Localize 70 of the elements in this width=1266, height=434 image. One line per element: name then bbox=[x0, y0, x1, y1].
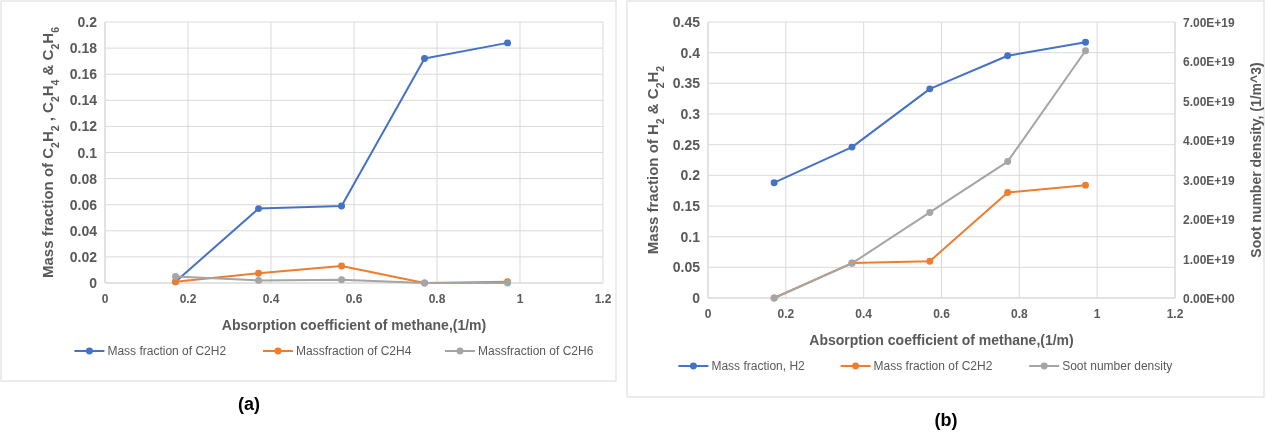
y-tick-label: 0.05 bbox=[672, 259, 701, 276]
point bbox=[926, 257, 934, 265]
y-tick-label: 0.25 bbox=[672, 136, 701, 153]
y-tick-label: 0.14 bbox=[69, 92, 98, 109]
point bbox=[1004, 52, 1012, 60]
y2-tick-label: 4.00E+19 bbox=[1183, 134, 1236, 149]
x-tick-label: 0.8 bbox=[428, 292, 446, 306]
y-tick-label: 0.2 bbox=[680, 167, 701, 184]
legend-label: Mass fraction of C2H2 bbox=[107, 344, 227, 358]
text: (b) bbox=[934, 410, 958, 430]
y-tick-label: 0.02 bbox=[69, 248, 98, 265]
text: (a) bbox=[238, 394, 260, 414]
point bbox=[770, 179, 778, 187]
x-tick-label: 0.6 bbox=[933, 307, 951, 321]
y-tick-label: 0.16 bbox=[69, 66, 98, 83]
y-tick-label: 0.35 bbox=[672, 75, 701, 92]
x-tick-label: 0.8 bbox=[1010, 307, 1028, 321]
point bbox=[255, 269, 263, 277]
x-tick-label: 1 bbox=[1093, 307, 1101, 321]
x-tick-label: 0.4 bbox=[262, 292, 280, 306]
legend-label: Mass fraction, H2 bbox=[711, 359, 806, 373]
point bbox=[255, 205, 263, 213]
y-tick-label: 0.12 bbox=[69, 118, 98, 135]
x-axis-title: Absorption coefficient of methane,(1/m) bbox=[809, 332, 1074, 348]
y2-tick-label: 5.00E+19 bbox=[1183, 94, 1236, 109]
y-tick-label: 0.18 bbox=[69, 40, 98, 57]
point bbox=[172, 273, 180, 280]
x-tick-label: 0.4 bbox=[855, 307, 873, 321]
legend-label: Soot number density bbox=[1062, 359, 1173, 373]
y-tick-label: 0.4 bbox=[680, 44, 701, 61]
y2-tick-label: 2.00E+19 bbox=[1183, 213, 1236, 228]
y-tick-label: 0.08 bbox=[69, 170, 98, 187]
point bbox=[338, 262, 346, 270]
y-tick-label: 0.06 bbox=[69, 196, 98, 213]
point bbox=[1082, 38, 1089, 46]
y2-tick-label: 6.00E+19 bbox=[1183, 55, 1236, 70]
legend-label: Mass fraction of C2H2 bbox=[873, 359, 993, 373]
y2-tick-label: 0.00E+00 bbox=[1183, 292, 1236, 306]
point bbox=[1082, 181, 1089, 189]
point bbox=[255, 276, 263, 284]
y2-tick-label: 3.00E+19 bbox=[1183, 173, 1236, 188]
point bbox=[421, 55, 429, 63]
y-tick-label: 0.2 bbox=[77, 14, 98, 30]
point bbox=[504, 39, 512, 47]
point bbox=[338, 202, 346, 210]
x-tick-label: 0.2 bbox=[179, 292, 197, 306]
point bbox=[338, 276, 346, 284]
legend-label: Massfraction of C2H4 bbox=[296, 344, 412, 358]
y-tick-label: 0.04 bbox=[69, 222, 98, 239]
point bbox=[926, 85, 934, 93]
y-tick-label: 0.15 bbox=[672, 198, 701, 214]
x-axis-title: Absorption coefficient of methane,(1/m) bbox=[221, 317, 487, 333]
y2-axis-title: Soot number density, (1/m^3) bbox=[1248, 62, 1264, 258]
y-tick-label: 0 bbox=[89, 275, 98, 291]
legend-label: Massfraction of C2H6 bbox=[478, 344, 594, 358]
y2-tick-label: 7.00E+19 bbox=[1183, 16, 1236, 30]
y-tick-label: 0.45 bbox=[672, 14, 701, 30]
y-tick-label: 0.1 bbox=[680, 228, 701, 245]
x-tick-label: 0 bbox=[101, 292, 109, 306]
x-tick-label: 1 bbox=[516, 292, 524, 306]
point bbox=[848, 143, 856, 151]
x-tick-label: 1.2 bbox=[1166, 307, 1184, 321]
y2-tick-label: 1.00E+19 bbox=[1183, 252, 1236, 267]
y-tick-label: 0.1 bbox=[77, 144, 98, 161]
point bbox=[1004, 189, 1012, 196]
x-tick-label: 0.6 bbox=[345, 292, 363, 306]
y-tick-label: 0.3 bbox=[680, 106, 701, 122]
x-tick-label: 0 bbox=[704, 307, 712, 321]
x-tick-label: 1.2 bbox=[594, 292, 612, 306]
x-tick-label: 0.2 bbox=[777, 307, 795, 321]
